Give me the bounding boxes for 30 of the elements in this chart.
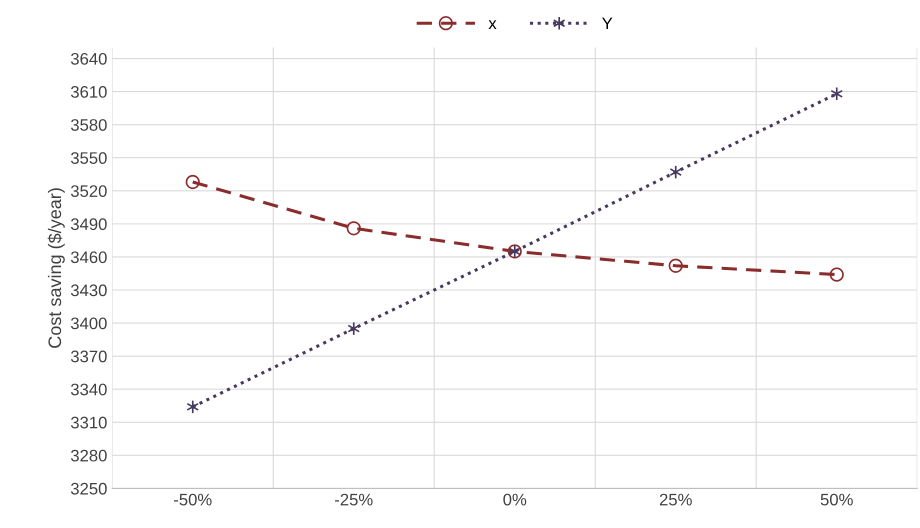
y-tick-label: 3640 <box>70 52 107 65</box>
y-tick-label: 3370 <box>70 350 107 362</box>
y-tick-label: 3520 <box>70 185 107 198</box>
y-tick-label: 3550 <box>70 152 107 164</box>
y-tick-label: 3490 <box>70 218 107 230</box>
point <box>186 174 200 190</box>
y-tick-label: 3460 <box>70 251 107 264</box>
y-tick-label: 3250 <box>70 482 107 495</box>
point <box>830 86 843 101</box>
y-tick-label: 3430 <box>70 284 107 296</box>
y-tick-label: 3580 <box>70 119 107 131</box>
x-tick-label: 50% <box>820 494 853 506</box>
y-tick-label: 3340 <box>70 384 107 396</box>
x-tick-label: 25% <box>660 494 692 506</box>
y-tick-label: 3610 <box>70 86 107 98</box>
x-tick-label: -25% <box>335 494 373 506</box>
y-tick-label: 3280 <box>70 450 107 462</box>
y-tick-label: 3310 <box>70 416 107 428</box>
legend-label: Y <box>602 18 612 30</box>
point <box>669 164 682 180</box>
point <box>668 258 683 273</box>
legend-label: x <box>488 20 496 30</box>
point <box>346 221 361 236</box>
x-tick-label: -50% <box>174 494 212 506</box>
x-tick-label: 0% <box>503 494 526 506</box>
point <box>347 321 360 336</box>
y-axis-title: Cost saving ($/year) <box>48 188 65 348</box>
point <box>186 400 199 414</box>
point <box>830 267 844 282</box>
y-tick-label: 3400 <box>70 317 107 330</box>
